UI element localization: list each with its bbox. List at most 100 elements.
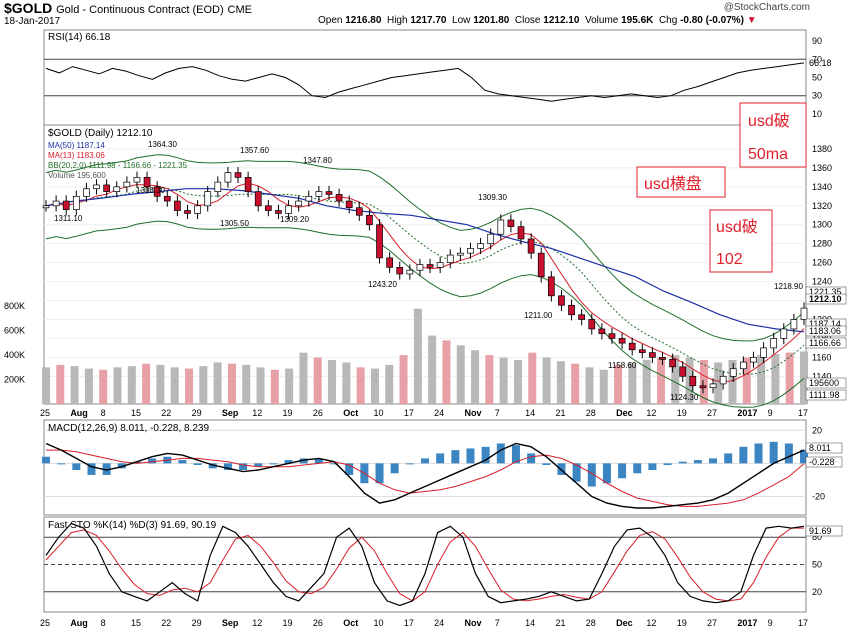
candle-up <box>285 205 292 214</box>
price-y-tick: 1320 <box>812 201 832 211</box>
macd-histogram-bar <box>572 463 581 482</box>
volume-bar <box>785 352 794 404</box>
macd-histogram-bar <box>239 463 248 470</box>
volume-bar <box>170 367 179 404</box>
volume-bar <box>42 367 50 404</box>
candle-down <box>426 264 434 268</box>
macd-value-label: -0.228 <box>809 457 835 467</box>
volume-bar <box>399 355 408 404</box>
volume-bar <box>556 361 565 404</box>
right-value-label: 1183.06 <box>809 326 841 336</box>
price-annotation: 1364.30 <box>148 140 177 149</box>
candle-down <box>345 200 353 209</box>
x-axis-label-bottom: 19 <box>677 618 687 628</box>
macd-histogram-bar <box>254 463 263 467</box>
volume-bar <box>56 364 65 404</box>
macd-histogram-bar <box>223 463 232 470</box>
x-axis-label-bottom: 15 <box>131 618 141 628</box>
candle-down <box>174 200 181 211</box>
volume-bar <box>714 362 723 404</box>
bb-legend: BB(20,2.0) 1111.98 - 1166.66 - 1221.35 <box>48 161 188 170</box>
right-value-box <box>805 389 847 401</box>
candle-up <box>204 191 212 207</box>
candle-down <box>386 257 393 268</box>
rsi-line <box>45 62 805 102</box>
x-axis-label-bottom: Nov <box>464 618 481 628</box>
volume-bar <box>671 355 680 404</box>
x-axis-label: 24 <box>434 408 444 418</box>
candle-up <box>719 375 727 385</box>
candle-up <box>800 307 808 320</box>
candle-up <box>295 200 303 207</box>
volume-bar <box>127 366 136 404</box>
macd-histogram-bar <box>678 461 687 464</box>
macd-histogram-bar <box>739 446 748 464</box>
stochastic-legend: Fast STO %K(14) %D(3) 91.69, 90.19 <box>48 520 217 531</box>
candle-down <box>628 342 636 351</box>
stochastic-y-tick: 50 <box>812 560 822 570</box>
rsi-panel <box>43 29 807 126</box>
rsi-legend: RSI(14) 66.18 <box>48 32 111 43</box>
right-value-label: 1212.10 <box>809 294 842 304</box>
price-y-tick: 1360 <box>812 163 832 173</box>
volume-value: 195.6K <box>621 15 654 26</box>
candle-up <box>436 262 444 268</box>
stochastic-value-label: 91.69 <box>809 526 832 536</box>
candle-down <box>163 195 171 202</box>
candle-up <box>729 368 737 377</box>
volume-bar <box>614 364 623 404</box>
candle-down <box>275 210 282 214</box>
x-axis-label-bottom: 2017 <box>737 618 757 628</box>
volume-bar <box>499 357 508 404</box>
rsi-y-tick: 70 <box>812 54 822 64</box>
annotation-box-1 <box>636 166 726 198</box>
candle-down <box>366 214 373 226</box>
macd-histogram-bar <box>602 463 611 484</box>
volume-bar <box>70 366 79 404</box>
macd-histogram-bar <box>208 463 217 469</box>
volume-bar <box>313 357 322 404</box>
x-axis-label: 29 <box>192 408 202 418</box>
candle-down <box>143 177 151 188</box>
x-axis-label: 17 <box>404 408 414 418</box>
x-axis-label-bottom: 10 <box>374 618 384 628</box>
volume-bar <box>757 355 766 404</box>
candle-down <box>689 375 697 387</box>
volume-bar <box>456 345 465 404</box>
candle-down <box>547 276 555 297</box>
volume-bar <box>471 350 480 404</box>
macd-histogram-bar <box>72 463 81 470</box>
macd-histogram-bar <box>375 463 384 484</box>
macd-histogram-bar <box>87 463 96 475</box>
copyright: @StockCharts.com <box>723 2 810 13</box>
volume-tick: 200K <box>4 375 25 385</box>
ma13-legend: MA(13) 1183.06 <box>48 151 105 160</box>
stochastic-k-line <box>45 522 805 607</box>
volume-bar <box>656 357 665 404</box>
symbol: $GOLD <box>4 0 53 16</box>
price-panel <box>43 124 807 405</box>
ma13-line <box>45 182 805 383</box>
macd-histogram-bar <box>648 463 657 470</box>
candle-down <box>264 205 272 211</box>
macd-histogram-bar <box>178 460 187 464</box>
volume-bar <box>413 308 422 404</box>
macd-histogram-bar <box>451 450 460 464</box>
volume-bar <box>199 366 208 404</box>
volume-bar <box>213 362 222 404</box>
x-axis-label-bottom: 9 <box>768 618 773 628</box>
macd-histogram-bar <box>769 441 778 464</box>
x-axis-label-bottom: 29 <box>192 618 202 628</box>
x-axis-label-bottom: 14 <box>525 618 535 628</box>
macd-histogram-bar <box>57 463 66 465</box>
x-axis-label: 12 <box>646 408 656 418</box>
macd-histogram-bar <box>269 463 278 465</box>
volume-bar <box>728 360 737 404</box>
exchange: CME <box>227 4 252 16</box>
candle-down <box>699 385 707 389</box>
volume-bar <box>513 360 522 404</box>
volume-label: Volume <box>584 15 619 26</box>
candle-down <box>254 191 262 207</box>
volume-bar <box>528 352 537 404</box>
x-axis-label: 14 <box>525 408 535 418</box>
